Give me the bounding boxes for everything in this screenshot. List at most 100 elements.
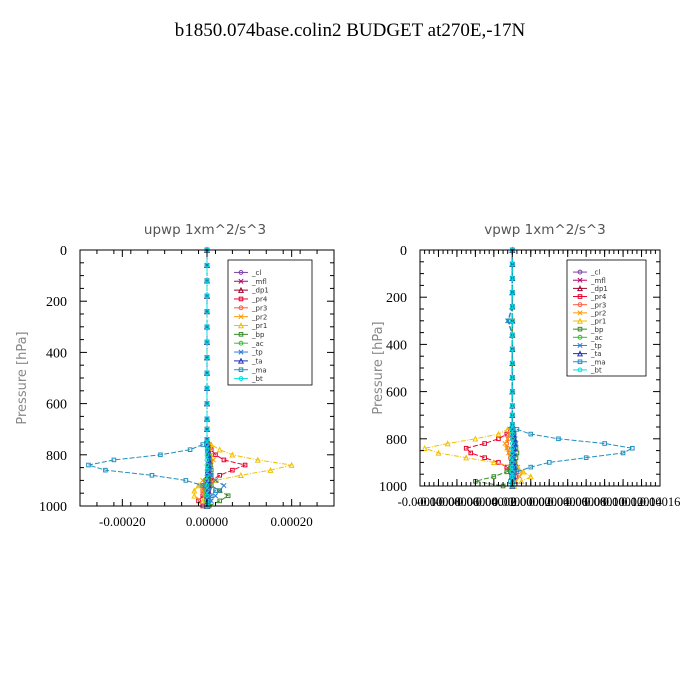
- legend-label: _bt: [590, 367, 602, 375]
- data-point: [509, 346, 515, 352]
- data-point: [502, 440, 508, 447]
- legend-item: _pr3: [573, 301, 606, 309]
- data-point: [630, 445, 635, 451]
- y-tick-label: 800: [386, 433, 407, 448]
- data-point: [225, 493, 231, 499]
- data-point: [210, 457, 216, 463]
- data-point: [204, 278, 210, 284]
- legend-marker: [237, 286, 245, 293]
- data-point: [213, 452, 218, 458]
- series-line: [88, 250, 217, 507]
- data-point: [187, 447, 193, 452]
- legend-item: _tp: [234, 349, 263, 357]
- legend-label: _bp: [590, 326, 604, 334]
- data-point: [505, 436, 511, 442]
- data-point: [221, 482, 227, 489]
- legend-marker: [238, 332, 244, 337]
- data-point: [204, 478, 210, 483]
- x-tick-label: 0.00020: [271, 514, 313, 529]
- data-point: [556, 436, 561, 442]
- data-point: [204, 452, 210, 458]
- legend-label: _ta: [590, 350, 602, 358]
- data-point: [620, 450, 626, 456]
- data-point: [482, 441, 487, 446]
- data-point: [288, 461, 295, 468]
- legend-item: _bp: [573, 326, 604, 334]
- data-point: [204, 385, 210, 391]
- legend-label: _tp: [251, 349, 263, 357]
- legend-marker: [577, 334, 583, 340]
- y-axis-label: Pressure [hPa]: [371, 321, 386, 414]
- data-point: [204, 472, 210, 478]
- legend-marker: [577, 294, 583, 299]
- data-point: [213, 488, 218, 493]
- data-point: [468, 450, 474, 456]
- legend-label: _dp1: [590, 285, 608, 293]
- data-point: [463, 445, 469, 451]
- data-point: [212, 493, 219, 499]
- legend-marker: [577, 359, 583, 365]
- legend: _cl_mfl_dp1_pr4_pr3_pr2_pr1_bp_ac_tp_ta_…: [227, 259, 313, 386]
- series-pr1: [421, 246, 534, 489]
- data-point: [199, 497, 206, 504]
- y-tick-label: 400: [46, 346, 67, 361]
- data-point: [204, 442, 210, 447]
- data-point: [509, 464, 515, 470]
- legend-item: _pr3: [234, 304, 267, 312]
- data-point: [509, 441, 515, 446]
- y-tick-label: 600: [46, 398, 67, 413]
- legend-marker: [576, 285, 584, 292]
- data-point: [204, 437, 210, 442]
- data-point: [509, 403, 515, 409]
- data-point: [482, 455, 487, 460]
- data-point: [509, 261, 515, 267]
- data-point: [195, 482, 202, 489]
- page-title: b1850.074base.colin2 BUDGET at270E,-17N: [174, 20, 526, 41]
- legend-label: _pr3: [590, 301, 606, 309]
- data-point: [504, 426, 511, 433]
- legend-item: _dp1: [573, 285, 608, 293]
- legend-label: _ta: [251, 357, 263, 365]
- data-point: [509, 422, 515, 428]
- legend-marker: [577, 269, 583, 275]
- legend-item: _pr4: [234, 296, 268, 304]
- data-point: [496, 436, 501, 442]
- legend-item: _bp: [234, 331, 265, 339]
- series-line: [475, 250, 518, 487]
- y-tick-label: 1000: [39, 500, 67, 515]
- data-point: [509, 318, 515, 324]
- data-point: [509, 375, 515, 380]
- data-point: [509, 332, 515, 338]
- legend-label: _cl: [251, 269, 261, 277]
- legend-marker: [238, 278, 244, 284]
- data-point: [463, 454, 470, 461]
- legend-item: _cl: [573, 269, 600, 277]
- data-point: [212, 477, 219, 484]
- data-point: [204, 293, 210, 299]
- legend-item: _ac: [573, 334, 603, 342]
- data-point: [520, 468, 527, 475]
- y-tick-label: 200: [46, 295, 67, 310]
- data-point: [216, 446, 223, 453]
- x-tick-label: 0.00010: [584, 495, 625, 509]
- data-point: [230, 467, 235, 473]
- legend-item: _tp: [573, 342, 602, 350]
- series-bt: [204, 247, 210, 509]
- legend-marker: [238, 314, 244, 320]
- legend-label: _dp1: [251, 287, 269, 295]
- data-point: [528, 431, 534, 437]
- data-point: [217, 488, 222, 493]
- data-point: [204, 488, 210, 494]
- legend-label: _pr1: [590, 318, 606, 326]
- data-point: [472, 435, 479, 442]
- legend-label: _bp: [251, 331, 265, 339]
- y-tick-label: 200: [386, 291, 407, 306]
- legend-marker: [238, 270, 244, 275]
- vpwp-panel: vpwp 1xm^2/s^3 Pressure [hPa] 0 200 400 600 80…: [371, 222, 680, 509]
- data-point: [86, 462, 91, 468]
- data-point: [267, 466, 274, 473]
- legend-item: _dp1: [234, 287, 269, 295]
- legend-label: _mfl: [251, 278, 267, 286]
- x-tick-label: 0.00014: [621, 495, 662, 509]
- legend-marker: [577, 310, 583, 316]
